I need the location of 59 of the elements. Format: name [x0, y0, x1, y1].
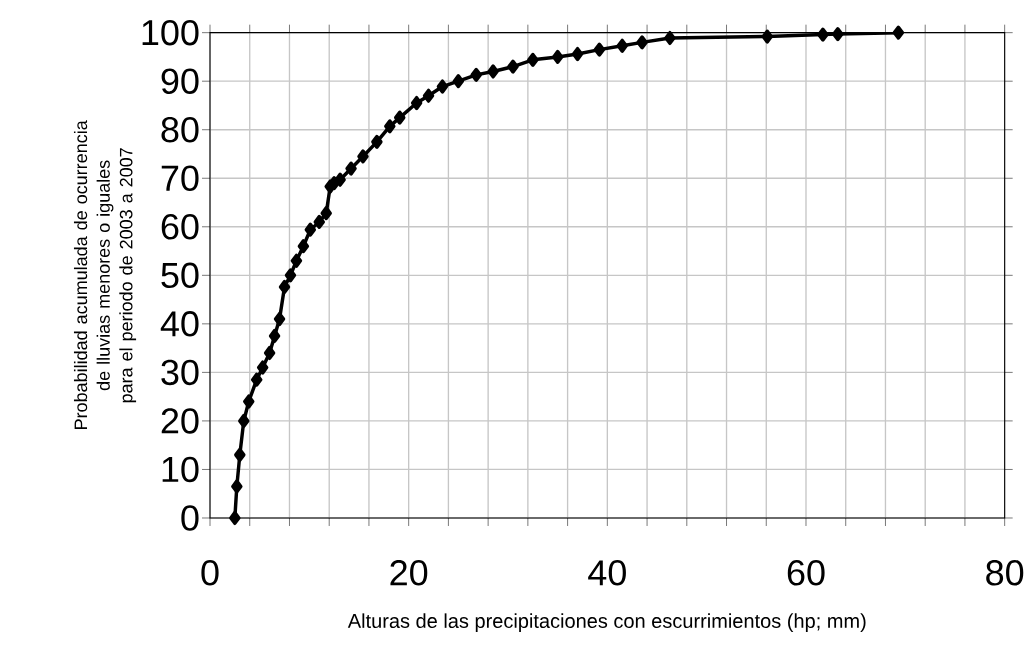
point [636, 35, 648, 50]
point [304, 222, 317, 237]
point [345, 161, 357, 176]
point [571, 46, 584, 62]
x-axis-title: Alturas de las precipitaciones con escurrimientos (hp; mm) [347, 613, 866, 632]
y-tick-label: 60 [161, 214, 199, 240]
y-tick-label: 0 [181, 505, 199, 531]
point [229, 510, 241, 526]
point [892, 25, 905, 40]
x-tick-label: 0 [201, 560, 219, 586]
point [384, 119, 396, 134]
point [470, 67, 482, 82]
y-axis-title: Probabilidad acumulada de ocurrencia de lluvias menores o iguales para el periodo de 2003 a 2007 [73, 120, 137, 429]
y-tick-label: 80 [161, 116, 199, 143]
y-tick-label: 30 [161, 359, 199, 386]
point [436, 79, 449, 94]
point [243, 394, 255, 409]
point [422, 88, 435, 103]
point [273, 311, 286, 327]
point [231, 479, 243, 494]
y-tick-label: 100 [142, 19, 199, 46]
point [268, 328, 281, 344]
point [371, 134, 383, 149]
point [297, 239, 310, 254]
point [817, 27, 829, 42]
point [527, 52, 539, 67]
x-tick-label: 20 [390, 560, 428, 586]
point [320, 206, 332, 221]
point [551, 49, 564, 64]
point [284, 268, 297, 283]
point [256, 360, 269, 375]
point [263, 345, 276, 361]
point [393, 110, 406, 125]
point [290, 253, 303, 268]
point [487, 64, 499, 79]
y-tick-label: 70 [161, 165, 199, 192]
point [761, 29, 773, 44]
point [334, 172, 346, 187]
point [238, 413, 250, 428]
point [616, 38, 628, 53]
point [278, 279, 291, 295]
y-tick-label: 20 [161, 408, 199, 434]
point [410, 95, 423, 111]
point [593, 42, 606, 57]
x-tick-label: 80 [986, 560, 1024, 586]
point [452, 74, 465, 89]
x-tick-label: 40 [588, 560, 626, 586]
point [832, 27, 844, 42]
y-tick-label: 50 [161, 262, 199, 289]
y-tick-label: 90 [161, 68, 199, 94]
point [664, 30, 676, 46]
point [250, 372, 263, 387]
y-tick-label: 40 [160, 311, 199, 337]
point [357, 149, 369, 164]
point [507, 59, 519, 74]
x-tick-label: 60 [787, 560, 825, 586]
point [313, 214, 326, 230]
y-tick-label: 10 [162, 456, 199, 483]
point [234, 447, 246, 462]
